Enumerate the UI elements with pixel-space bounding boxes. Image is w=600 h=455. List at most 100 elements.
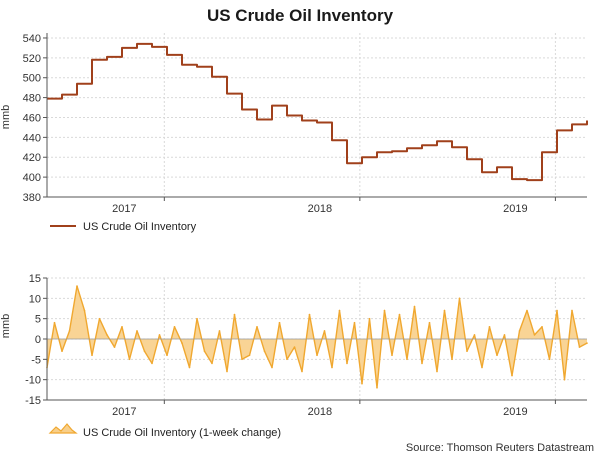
change-point — [383, 309, 386, 312]
bottom-y-tick-labels: -15 -10 -5 0 5 10 15 — [25, 273, 41, 407]
change-point — [226, 370, 228, 373]
change-point — [413, 305, 416, 308]
change-point — [578, 346, 581, 348]
change-point — [571, 309, 573, 312]
top-series-line — [47, 42, 588, 182]
change-point — [458, 297, 461, 300]
y-tick-label: 5 — [35, 314, 41, 326]
change-point — [526, 309, 528, 312]
change-point — [563, 378, 566, 381]
change-point — [128, 358, 131, 361]
change-point — [61, 350, 63, 353]
x-tick-label: 2018 — [308, 203, 332, 215]
change-point — [218, 330, 221, 332]
change-point — [106, 334, 108, 336]
y-tick-label: -5 — [31, 354, 41, 366]
x-tick-label: 2017 — [112, 406, 136, 418]
change-point — [353, 321, 356, 324]
change-point — [368, 317, 371, 320]
bottom-y-axis-label: mmb — [0, 314, 12, 338]
y-tick-label: 440 — [23, 132, 41, 144]
change-point — [301, 370, 303, 373]
change-point — [293, 346, 296, 348]
y-tick-label: 520 — [23, 53, 41, 65]
y-tick-label: -15 — [25, 395, 41, 407]
source-note: Source: Thomson Reuters Datastream — [406, 442, 594, 454]
change-point — [151, 362, 153, 365]
bottom-axes — [43, 277, 587, 404]
change-point — [346, 362, 348, 365]
change-point — [278, 321, 281, 324]
change-point — [286, 358, 288, 361]
change-point — [481, 366, 483, 369]
change-point — [308, 313, 311, 316]
change-point — [496, 354, 498, 357]
y-tick-label: 460 — [23, 112, 41, 124]
change-point — [271, 366, 273, 369]
change-point — [76, 285, 78, 287]
y-tick-label: 540 — [23, 33, 41, 45]
change-point — [166, 354, 168, 357]
change-point — [436, 370, 438, 373]
bottom-legend: US Crude Oil Inventory (1-week change) — [48, 423, 281, 439]
change-point — [518, 330, 521, 332]
y-tick-label: 10 — [29, 293, 41, 305]
change-point — [398, 313, 401, 316]
bottom-panel-plot: -15 -10 -5 0 5 10 15 2017 2018 2019 mmb — [0, 273, 588, 418]
top-panel-plot: 380 400 420 440 460 480 500 520 540 2017 2018 2019… — [0, 33, 588, 215]
y-tick-label: 0 — [35, 334, 41, 346]
change-point — [323, 330, 326, 332]
change-point — [428, 321, 431, 324]
top-y-tick-labels: 380 400 420 440 460 480 500 520 540 — [23, 33, 41, 204]
bottom-legend-label: US Crude Oil Inventory (1-week change) — [83, 427, 281, 439]
bottom-series-area — [46, 285, 588, 389]
change-point — [256, 326, 258, 328]
top-axes — [43, 33, 587, 201]
change-point — [331, 366, 333, 369]
change-point — [316, 354, 318, 357]
change-point — [113, 346, 116, 348]
change-point — [91, 354, 93, 357]
change-point — [338, 309, 341, 312]
x-tick-label: 2018 — [308, 406, 332, 418]
change-point — [233, 313, 236, 316]
x-tick-label: 2019 — [503, 203, 527, 215]
change-point — [511, 374, 513, 377]
change-point — [173, 326, 176, 328]
change-point — [241, 358, 243, 361]
top-y-axis-label: mmb — [0, 105, 12, 129]
x-tick-label: 2017 — [112, 203, 136, 215]
change-point — [586, 342, 588, 344]
change-point — [83, 309, 86, 312]
y-tick-label: 400 — [23, 172, 41, 184]
change-point — [376, 387, 378, 389]
change-point — [548, 358, 551, 361]
change-point — [421, 362, 423, 365]
top-x-tick-labels: 2017 2018 2019 — [112, 203, 528, 215]
change-point — [68, 330, 71, 332]
bottom-x-tick-labels: 2017 2018 2019 — [112, 406, 528, 418]
change-area-fill — [47, 286, 587, 388]
bottom-legend-swatch — [48, 423, 78, 434]
change-point — [211, 362, 213, 365]
change-point — [98, 317, 101, 320]
change-point — [556, 309, 558, 312]
change-point — [406, 358, 408, 361]
y-tick-label: 15 — [29, 273, 41, 285]
change-area-outline — [46, 285, 588, 389]
change-point — [533, 334, 536, 336]
chart-title: US Crude Oil Inventory — [207, 6, 394, 25]
change-point — [136, 330, 138, 332]
change-point — [158, 334, 161, 336]
change-point — [451, 358, 453, 361]
change-point — [248, 354, 251, 357]
change-point — [203, 350, 206, 353]
change-point — [188, 366, 191, 369]
change-point — [488, 326, 491, 328]
top-legend-label: US Crude Oil Inventory — [83, 221, 197, 233]
change-point — [181, 342, 183, 344]
change-point — [466, 350, 468, 353]
change-point — [196, 317, 198, 320]
